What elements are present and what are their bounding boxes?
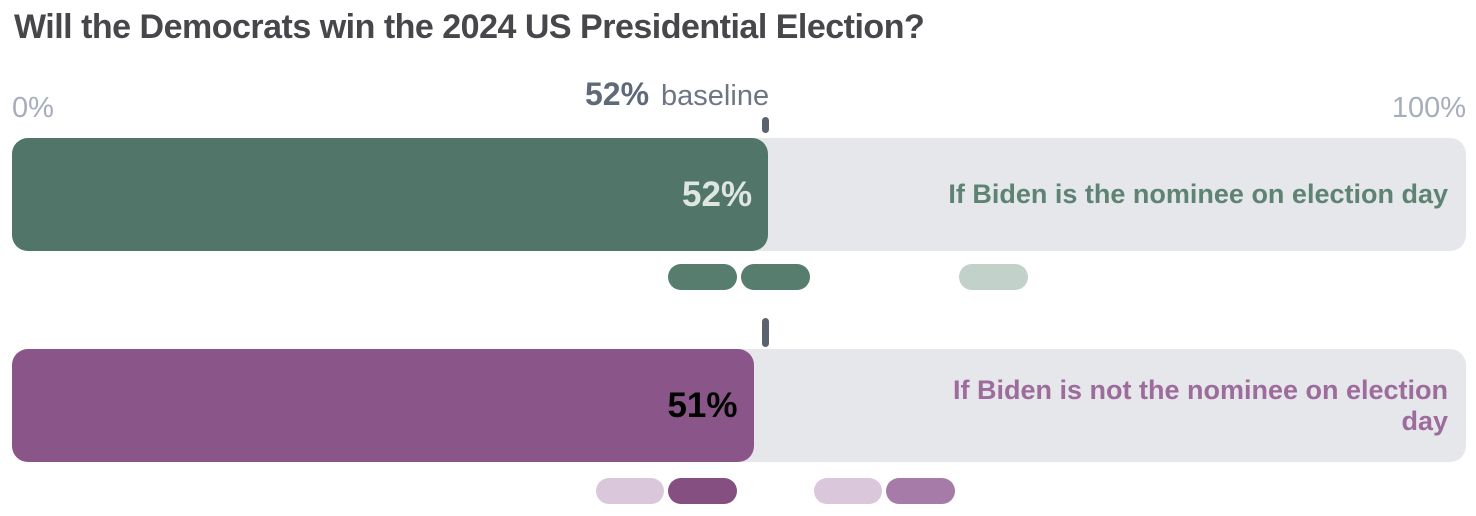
- bar-fill-biden-not-nominee[interactable]: 51%: [12, 349, 754, 462]
- forecast-bucket-pill[interactable]: [741, 264, 810, 290]
- forecast-bucket-pill[interactable]: [886, 478, 956, 504]
- bar-track-biden-nominee: 52% If Biden is the nominee on election …: [12, 138, 1466, 251]
- chart-area: 0% 100% 52% baseline 52% If Biden is the…: [12, 0, 1466, 516]
- bar-caption: If Biden is the nominee on election day: [948, 179, 1448, 209]
- forecast-bucket-pill[interactable]: [813, 478, 883, 504]
- axis-min-label: 0%: [12, 92, 54, 124]
- page-title: Will the Democrats win the 2024 US Presi…: [14, 8, 925, 46]
- baseline-value: 52%: [585, 76, 650, 112]
- baseline-caption: baseline: [661, 80, 770, 112]
- bar-caption: If Biden is not the nominee on election …: [952, 374, 1448, 436]
- forecast-bucket-pill[interactable]: [959, 264, 1028, 290]
- forecast-bucket-pill[interactable]: [668, 264, 737, 290]
- axis-max-label: 100%: [1391, 92, 1466, 124]
- forecast-marker-row-biden-not-nominee: [12, 478, 1466, 504]
- bar-value-label: 51%: [667, 386, 738, 425]
- baseline-tick-top: [762, 117, 770, 133]
- baseline-label-group: 52% baseline: [585, 76, 769, 113]
- baseline-tick-bottom: [762, 318, 770, 347]
- bar-fill-biden-nominee[interactable]: 52%: [12, 138, 769, 251]
- forecast-bucket-pill[interactable]: [595, 478, 665, 504]
- bar-track-biden-not-nominee: 51% If Biden is not the nominee on elect…: [12, 349, 1466, 462]
- forecast-bucket-pill[interactable]: [668, 478, 737, 504]
- forecast-marker-row-biden-nominee: [12, 264, 1466, 290]
- bar-value-label: 52%: [682, 175, 753, 214]
